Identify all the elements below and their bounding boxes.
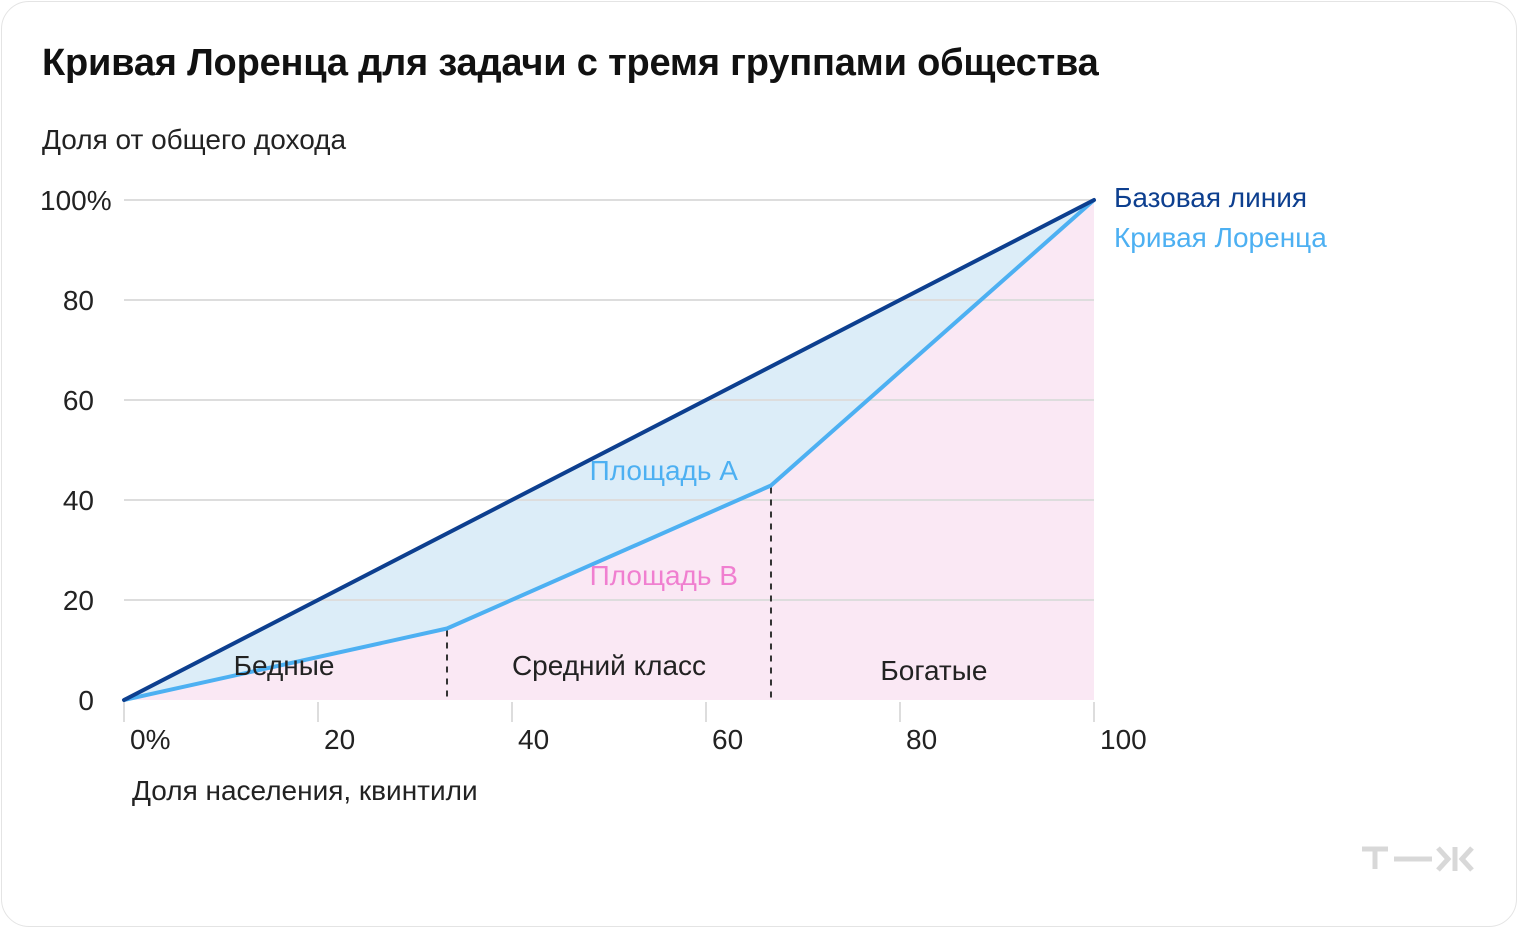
baseline-line: [122, 198, 1096, 702]
y-tick-label: 60: [63, 385, 94, 416]
x-tick-label: 20: [324, 724, 355, 755]
y-tick-label: 40: [63, 485, 94, 516]
group-label: Богатые: [880, 655, 987, 686]
lorenz-curve-line: [123, 198, 1096, 702]
x-tick-label: 60: [712, 724, 743, 755]
tzh-logo-icon: [1362, 846, 1474, 872]
x-tick-label: 100: [1100, 724, 1147, 755]
legend-lorenz-label: Кривая Лоренца: [1114, 222, 1327, 253]
group-label: Средний класс: [512, 650, 706, 681]
y-tick-label: 80: [63, 285, 94, 316]
y-tick-label: 0: [78, 685, 94, 716]
y-axis-label: Доля от общего дохода: [42, 124, 347, 155]
y-tick-label: 100%: [40, 185, 112, 216]
x-axis-label: Доля населения, квинтили: [132, 775, 478, 806]
x-tick-label: 80: [906, 724, 937, 755]
x-tick-label: 40: [518, 724, 549, 755]
chart-title: Кривая Лоренца для задачи с тремя группа…: [42, 42, 1099, 84]
x-tick-label: 0%: [130, 724, 170, 755]
area-b: [124, 200, 1094, 700]
area-b-label: Площадь B: [590, 560, 738, 591]
legend-baseline-label: Базовая линия: [1114, 182, 1307, 213]
area-a-label: Площадь А: [590, 455, 739, 486]
y-tick-label: 20: [63, 585, 94, 616]
group-label: Бедные: [234, 650, 335, 681]
